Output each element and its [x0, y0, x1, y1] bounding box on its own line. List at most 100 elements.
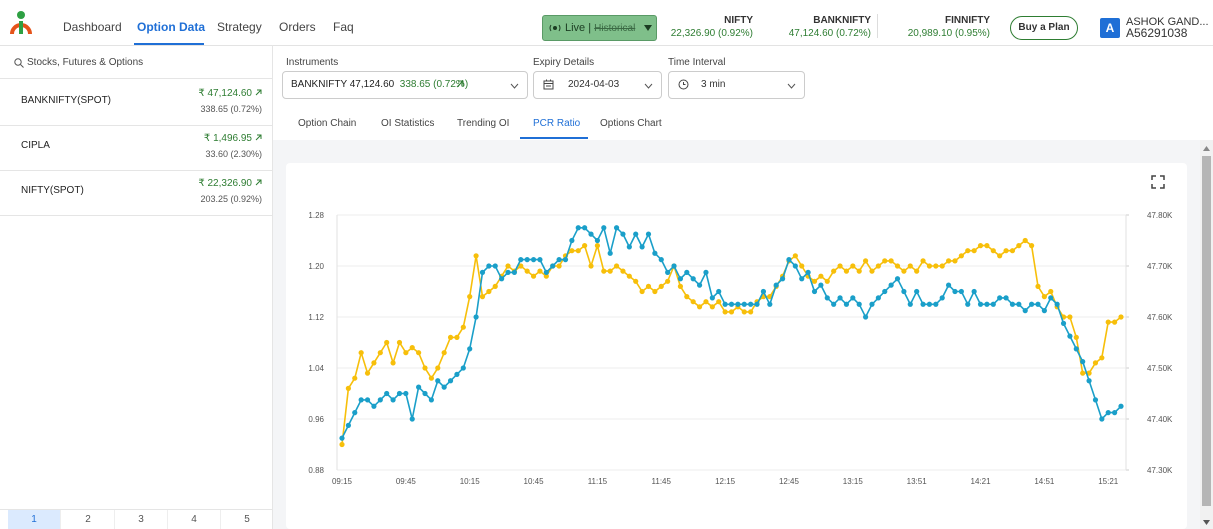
- data-point: [1086, 378, 1092, 384]
- data-point: [403, 390, 409, 397]
- user-info: ASHOK GAND... A56291038: [1126, 17, 1209, 40]
- data-point: [658, 257, 664, 263]
- page-button-active[interactable]: 1: [8, 510, 61, 529]
- ticker: NIFTY 22,326.90 (0.92%): [671, 15, 753, 40]
- data-point: [690, 299, 696, 305]
- data-point: [703, 299, 709, 305]
- avatar[interactable]: A: [1100, 18, 1120, 38]
- scroll-down[interactable]: [1203, 520, 1210, 525]
- data-point: [984, 243, 990, 249]
- data-point: [971, 288, 977, 295]
- data-point: [607, 250, 613, 256]
- data-point: [952, 288, 958, 295]
- data-point: [543, 269, 549, 275]
- instrument-row[interactable]: BANKNIFTY(SPOT) ₹ 47,124.60 338.65 (0.72%): [0, 80, 272, 126]
- data-point: [441, 350, 447, 356]
- data-point: [492, 263, 498, 269]
- data-point: [901, 288, 907, 295]
- nav-item[interactable]: Dashboard: [63, 20, 122, 34]
- data-point: [862, 314, 869, 320]
- data-point: [626, 244, 632, 250]
- data-point: [856, 301, 862, 307]
- instrument-name: NIFTY(SPOT): [21, 185, 84, 196]
- data-point: [352, 410, 358, 416]
- data-point: [722, 309, 728, 315]
- instrument-row[interactable]: NIFTY(SPOT) ₹ 22,326.90 203.25 (0.92%): [0, 170, 272, 216]
- data-point: [933, 301, 939, 307]
- data-point: [837, 295, 843, 301]
- y-tick-label: 1.12: [308, 313, 324, 322]
- scroll-up[interactable]: [1203, 146, 1210, 151]
- data-point: [1048, 295, 1054, 301]
- data-point: [1099, 355, 1105, 361]
- page-button[interactable]: 3: [115, 510, 168, 529]
- data-point: [811, 288, 818, 295]
- x-tick-label: 10:15: [460, 477, 481, 486]
- y-tick-label: 1.04: [308, 364, 324, 373]
- search-icon: [14, 58, 24, 68]
- data-point: [977, 301, 984, 307]
- data-point: [722, 301, 728, 307]
- data-point: [1060, 320, 1067, 326]
- data-point: [594, 243, 601, 249]
- data-point: [467, 294, 473, 300]
- data-point: [818, 273, 824, 279]
- scrollbar-thumb[interactable]: [1202, 156, 1211, 506]
- nav-item[interactable]: Faq: [333, 20, 354, 34]
- data-point: [524, 257, 530, 263]
- data-point: [613, 225, 620, 231]
- data-point: [537, 257, 543, 263]
- page-button[interactable]: 5: [221, 510, 274, 529]
- data-point: [645, 283, 652, 289]
- instrument-row[interactable]: CIPLA ₹ 1,496.95 33.60 (2.30%): [0, 125, 272, 171]
- data-point: [454, 371, 460, 377]
- data-point: [645, 231, 652, 237]
- data-point: [345, 422, 351, 428]
- chevron: [510, 83, 519, 89]
- page-button[interactable]: 2: [62, 510, 115, 529]
- search-box[interactable]: Stocks, Futures & Options: [27, 57, 144, 68]
- x-tick-label: 14:21: [971, 477, 992, 486]
- data-point: [716, 299, 722, 305]
- expiry-select[interactable]: 2024-04-03: [533, 71, 662, 99]
- y-tick-label: 0.88: [308, 466, 324, 475]
- data-point: [696, 282, 703, 288]
- data-point: [920, 301, 926, 307]
- tab[interactable]: Options Chart: [600, 118, 662, 129]
- data-point: [888, 258, 894, 264]
- y2-tick-label: 47.50K: [1147, 364, 1173, 373]
- data-point: [677, 283, 684, 289]
- instrument-select[interactable]: BANKNIFTY 47,124.60 338.65 (0.72%): [282, 71, 528, 99]
- nav-item[interactable]: Orders: [279, 20, 316, 34]
- tab[interactable]: Trending OI: [457, 118, 510, 129]
- field-label: Time Interval: [668, 57, 726, 68]
- data-point: [416, 350, 422, 356]
- tab[interactable]: OI Statistics: [381, 118, 435, 129]
- data-point: [805, 269, 811, 275]
- instrument-change: 33.60 (2.30%): [205, 149, 262, 159]
- data-point: [613, 263, 620, 269]
- data-point: [633, 278, 639, 284]
- data-point: [1105, 319, 1111, 325]
- y2-tick-label: 47.80K: [1147, 211, 1173, 220]
- y2-tick-label: 47.60K: [1147, 313, 1173, 322]
- buy-plan-button[interactable]: Buy a Plan: [1010, 16, 1078, 40]
- live-toggle[interactable]: Live | Historical: [542, 15, 657, 41]
- ticker-value: 22,326.90 (0.92%): [670, 28, 753, 39]
- data-point: [575, 248, 581, 254]
- data-point: [696, 304, 703, 310]
- y2-tick-label: 47.40K: [1147, 415, 1173, 424]
- fullscreen-icon[interactable]: [1151, 175, 1165, 189]
- data-point: [1067, 314, 1073, 320]
- page-button[interactable]: 4: [168, 510, 221, 529]
- data-point: [1016, 301, 1022, 307]
- data-point: [779, 276, 786, 282]
- tab[interactable]: Option Chain: [298, 118, 357, 129]
- logo: [10, 11, 32, 35]
- data-point: [582, 243, 588, 249]
- nav-item-active[interactable]: Option Data: [137, 20, 205, 34]
- nav-item[interactable]: Strategy: [217, 20, 262, 34]
- tab-active[interactable]: PCR Ratio: [533, 118, 581, 129]
- interval-select[interactable]: 3 min: [668, 71, 805, 99]
- data-point: [499, 276, 505, 282]
